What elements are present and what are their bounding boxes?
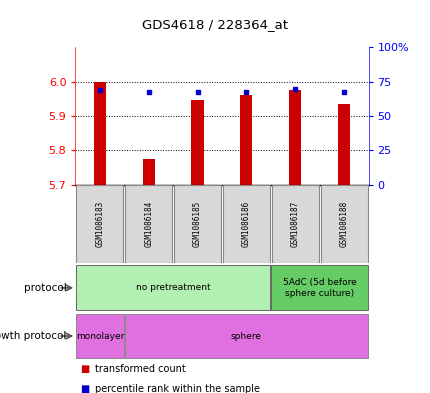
Text: no pretreatment: no pretreatment: [135, 283, 210, 292]
Bar: [337, 104, 349, 185]
Text: growth protocol: growth protocol: [0, 331, 67, 341]
Text: monolayer: monolayer: [76, 332, 124, 340]
Text: GSM1086185: GSM1086185: [193, 201, 202, 247]
Text: ■: ■: [80, 364, 89, 373]
Bar: [240, 95, 252, 185]
Text: protocol: protocol: [24, 283, 67, 293]
Text: GDS4618 / 228364_at: GDS4618 / 228364_at: [142, 18, 288, 31]
Bar: [76, 314, 123, 358]
Bar: [289, 90, 301, 185]
Text: 5AdC (5d before
sphere culture): 5AdC (5d before sphere culture): [282, 278, 356, 298]
Bar: [93, 81, 106, 185]
Bar: [142, 159, 154, 185]
Bar: [125, 185, 172, 263]
Text: GSM1086184: GSM1086184: [144, 201, 153, 247]
Text: GSM1086188: GSM1086188: [339, 201, 348, 247]
Bar: [191, 101, 203, 185]
Text: GSM1086187: GSM1086187: [290, 201, 299, 247]
Text: ■: ■: [80, 384, 89, 393]
Bar: [222, 185, 269, 263]
Text: sphere: sphere: [230, 332, 261, 340]
Bar: [76, 265, 270, 310]
Bar: [76, 185, 123, 263]
Text: GSM1086186: GSM1086186: [241, 201, 250, 247]
Text: percentile rank within the sample: percentile rank within the sample: [95, 384, 259, 393]
Bar: [174, 185, 221, 263]
Bar: [271, 185, 318, 263]
Bar: [124, 314, 367, 358]
Bar: [320, 185, 367, 263]
Text: GSM1086183: GSM1086183: [95, 201, 104, 247]
Text: transformed count: transformed count: [95, 364, 185, 373]
Bar: [270, 265, 367, 310]
